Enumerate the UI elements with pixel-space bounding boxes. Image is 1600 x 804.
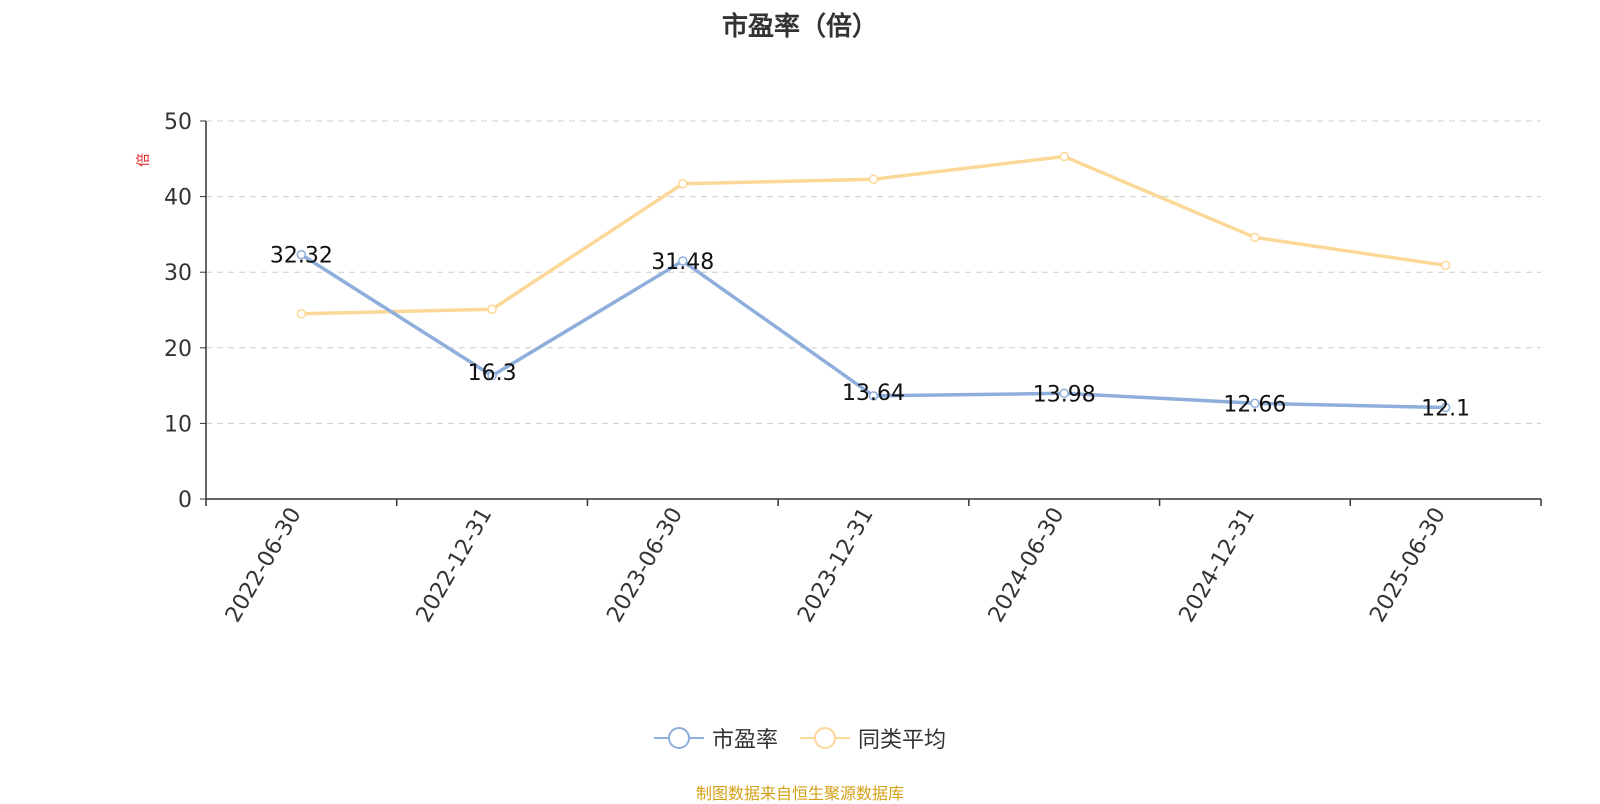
- data-point: [1440, 260, 1451, 271]
- data-label: 12.66: [1223, 392, 1286, 417]
- data-label: 31.48: [651, 250, 714, 275]
- data-point: [1250, 398, 1260, 409]
- data-point: [868, 174, 879, 184]
- y-axis-label: 倍: [136, 153, 152, 167]
- legend: 市盈率 同类平均: [0, 722, 1600, 754]
- data-point: [296, 309, 307, 319]
- data-point: [487, 304, 497, 314]
- legend-item-peer-average[interactable]: 同类平均: [800, 722, 946, 754]
- y-tick-label: 20: [164, 337, 192, 362]
- x-tick-label: 2023-12-31: [793, 504, 879, 627]
- data-point: [678, 256, 688, 266]
- x-tick-label: 2022-12-31: [412, 503, 498, 626]
- data-labels: 32.32 16.3 31.48 13.64 13.98 12.66 12.1: [270, 244, 1470, 422]
- y-tick-label: 50: [164, 110, 192, 135]
- source-note: 制图数据来自恒生聚源数据库: [695, 784, 904, 803]
- data-point: [487, 371, 497, 381]
- x-tick-label: 2023-06-30: [602, 504, 688, 627]
- legend-marker-pe-icon: [653, 727, 704, 749]
- x-tick-label: 2024-12-31: [1175, 504, 1261, 627]
- legend-item-pe[interactable]: 市盈率: [653, 722, 778, 754]
- data-label: 13.98: [1033, 382, 1096, 407]
- y-tick-label: 40: [164, 186, 192, 211]
- series-lines: [296, 151, 1451, 413]
- data-point: [1059, 151, 1069, 162]
- data-label: 12.1: [1421, 397, 1470, 422]
- data-point: [678, 178, 688, 189]
- data-point: [1440, 402, 1451, 413]
- axes: 0 10 20 30 40 50 2022-06-30 2022-12-31 2023-06-3…: [164, 110, 1542, 627]
- x-tick-label: 2025-06-30: [1365, 504, 1451, 627]
- data-point: [296, 249, 307, 260]
- legend-marker-peer-average-icon: [800, 727, 850, 749]
- data-point: [868, 391, 879, 401]
- data-point: [1059, 388, 1069, 399]
- grid-lines: [206, 120, 1541, 424]
- y-tick-label: 30: [164, 261, 192, 286]
- x-tick-label: 2024-06-30: [984, 504, 1070, 627]
- legend-label-peer-average: 同类平均: [858, 728, 947, 753]
- chart-title: 市盈率（倍）: [721, 12, 878, 42]
- data-label: 32.32: [270, 244, 333, 269]
- y-tick-label: 10: [164, 412, 192, 437]
- legend-label-pe: 市盈率: [711, 728, 778, 753]
- data-label: 16.3: [468, 361, 517, 386]
- x-tick-label: 2022-06-30: [221, 504, 307, 627]
- data-label: 13.64: [842, 381, 905, 406]
- data-point: [1250, 232, 1260, 243]
- y-tick-label: 0: [178, 488, 192, 513]
